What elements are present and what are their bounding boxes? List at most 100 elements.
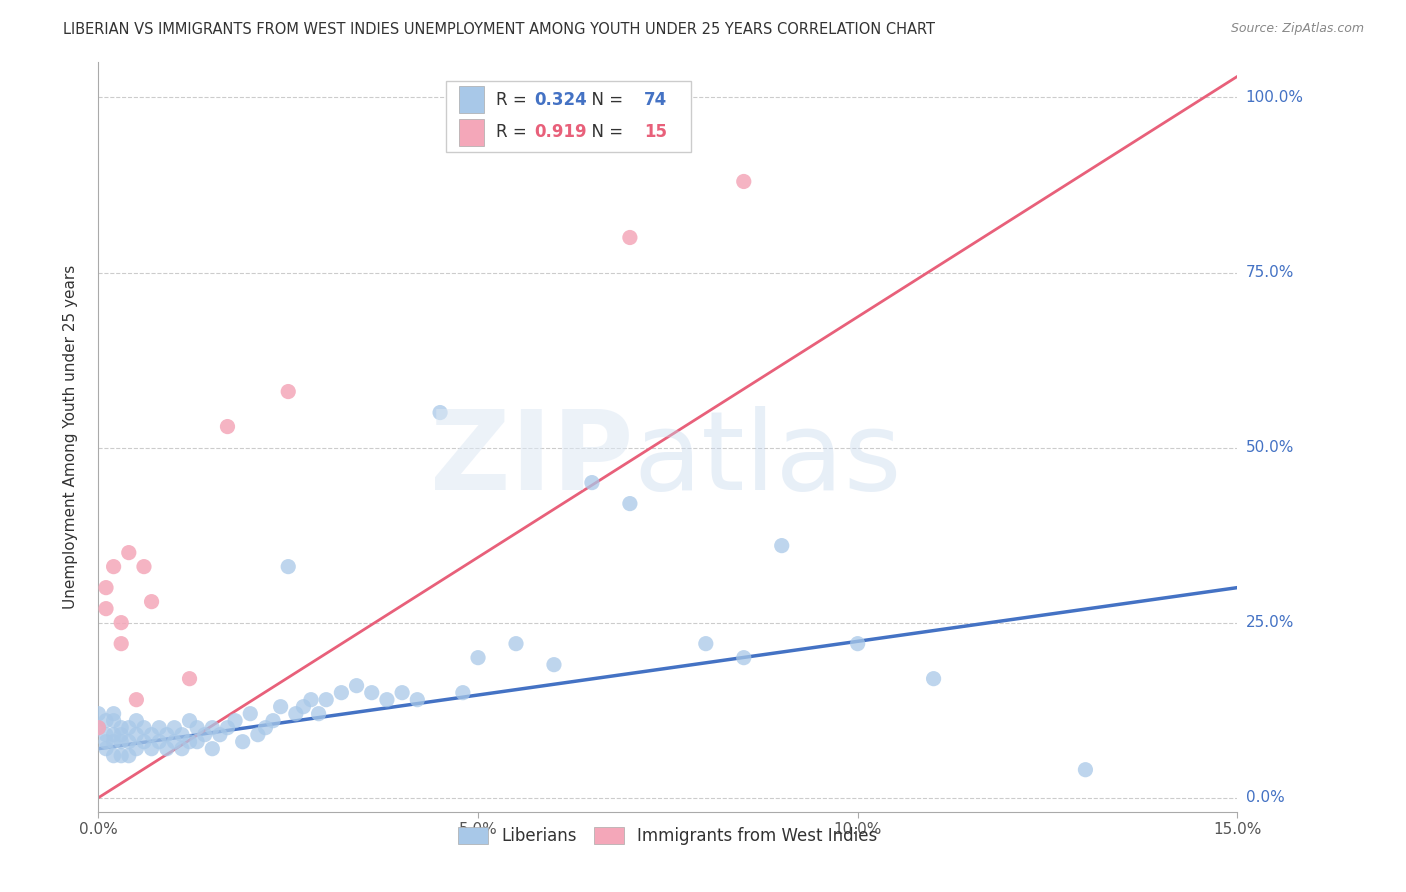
Point	[87, 721, 110, 735]
Point	[391, 686, 413, 700]
Point	[170, 728, 193, 742]
FancyBboxPatch shape	[460, 87, 485, 113]
Point	[156, 741, 179, 756]
Point	[94, 714, 117, 728]
Point	[141, 741, 163, 756]
Y-axis label: Unemployment Among Youth under 25 years: Unemployment Among Youth under 25 years	[63, 265, 77, 609]
Point	[217, 721, 239, 735]
Point	[733, 174, 755, 188]
Point	[125, 714, 148, 728]
Text: N =: N =	[581, 91, 628, 109]
Point	[110, 637, 132, 651]
Text: 15: 15	[644, 123, 666, 141]
Point	[148, 721, 170, 735]
Point	[156, 728, 179, 742]
Point	[346, 679, 368, 693]
Text: atlas: atlas	[634, 406, 903, 513]
Point	[87, 721, 110, 735]
Point	[254, 721, 277, 735]
Point	[239, 706, 262, 721]
Point	[163, 721, 186, 735]
Point	[505, 637, 527, 651]
Point	[132, 734, 155, 748]
Text: 74: 74	[644, 91, 668, 109]
Point	[922, 672, 945, 686]
Text: 25.0%: 25.0%	[1246, 615, 1294, 630]
Point	[619, 230, 641, 244]
Point	[110, 721, 132, 735]
Point	[132, 721, 155, 735]
Point	[103, 559, 125, 574]
Point	[232, 734, 254, 748]
Point	[451, 686, 474, 700]
Text: Source: ZipAtlas.com: Source: ZipAtlas.com	[1230, 22, 1364, 36]
Text: 0.324: 0.324	[534, 91, 588, 109]
Text: R =: R =	[496, 123, 531, 141]
Point	[284, 706, 307, 721]
Point	[103, 714, 125, 728]
Point	[125, 692, 148, 706]
Point	[619, 497, 641, 511]
Text: 75.0%: 75.0%	[1246, 265, 1294, 280]
Point	[110, 615, 132, 630]
Point	[179, 734, 201, 748]
Point	[163, 734, 186, 748]
Text: 0.0%: 0.0%	[1246, 790, 1284, 805]
Point	[186, 721, 208, 735]
Legend: Liberians, Immigrants from West Indies: Liberians, Immigrants from West Indies	[451, 821, 884, 852]
Point	[103, 734, 125, 748]
Point	[277, 384, 299, 399]
Point	[103, 706, 125, 721]
Point	[543, 657, 565, 672]
Point	[94, 728, 117, 742]
Point	[110, 734, 132, 748]
Point	[132, 559, 155, 574]
Point	[467, 650, 489, 665]
FancyBboxPatch shape	[460, 119, 485, 145]
Point	[315, 692, 337, 706]
Point	[118, 546, 141, 560]
Point	[277, 559, 299, 574]
Point	[406, 692, 429, 706]
Point	[581, 475, 603, 490]
Point	[118, 748, 141, 763]
Point	[141, 728, 163, 742]
Point	[330, 686, 353, 700]
Text: N =: N =	[581, 123, 628, 141]
Text: R =: R =	[496, 91, 531, 109]
Point	[94, 734, 117, 748]
Point	[186, 734, 208, 748]
Text: ZIP: ZIP	[430, 406, 634, 513]
Point	[429, 406, 451, 420]
Point	[733, 650, 755, 665]
Point	[103, 728, 125, 742]
Point	[170, 741, 193, 756]
Point	[94, 741, 117, 756]
Text: LIBERIAN VS IMMIGRANTS FROM WEST INDIES UNEMPLOYMENT AMONG YOUTH UNDER 25 YEARS : LIBERIAN VS IMMIGRANTS FROM WEST INDIES …	[63, 22, 935, 37]
Point	[179, 714, 201, 728]
Point	[118, 721, 141, 735]
Point	[208, 728, 231, 742]
FancyBboxPatch shape	[446, 81, 690, 153]
Point	[110, 728, 132, 742]
Point	[141, 594, 163, 608]
Point	[94, 601, 117, 615]
Point	[1074, 763, 1097, 777]
Point	[110, 748, 132, 763]
Point	[224, 714, 246, 728]
Point	[103, 748, 125, 763]
Point	[125, 741, 148, 756]
Point	[87, 706, 110, 721]
Point	[201, 721, 224, 735]
Point	[695, 637, 717, 651]
Point	[270, 699, 292, 714]
Point	[308, 706, 330, 721]
Text: 0.919: 0.919	[534, 123, 588, 141]
Text: 100.0%: 100.0%	[1246, 90, 1303, 105]
Point	[217, 419, 239, 434]
Point	[118, 734, 141, 748]
Point	[148, 734, 170, 748]
Point	[201, 741, 224, 756]
Point	[179, 672, 201, 686]
Point	[246, 728, 269, 742]
